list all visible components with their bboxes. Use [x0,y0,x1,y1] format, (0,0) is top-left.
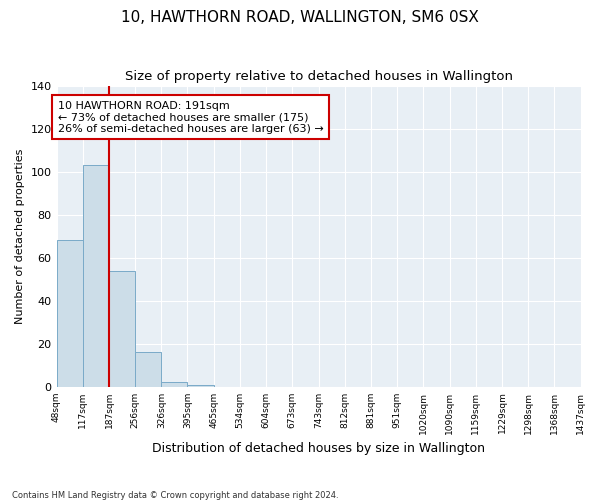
Bar [83,165,109,386]
Title: Size of property relative to detached houses in Wallington: Size of property relative to detached ho… [125,70,512,83]
Text: Contains HM Land Registry data © Crown copyright and database right 2024.: Contains HM Land Registry data © Crown c… [12,490,338,500]
Bar [109,270,135,386]
Bar [56,240,83,386]
Y-axis label: Number of detached properties: Number of detached properties [15,148,25,324]
Text: 10, HAWTHORN ROAD, WALLINGTON, SM6 0SX: 10, HAWTHORN ROAD, WALLINGTON, SM6 0SX [121,10,479,25]
Bar [135,352,161,386]
X-axis label: Distribution of detached houses by size in Wallington: Distribution of detached houses by size … [152,442,485,455]
Text: 10 HAWTHORN ROAD: 191sqm
← 73% of detached houses are smaller (175)
26% of semi-: 10 HAWTHORN ROAD: 191sqm ← 73% of detach… [58,100,324,134]
Bar [187,384,214,386]
Bar [161,382,187,386]
